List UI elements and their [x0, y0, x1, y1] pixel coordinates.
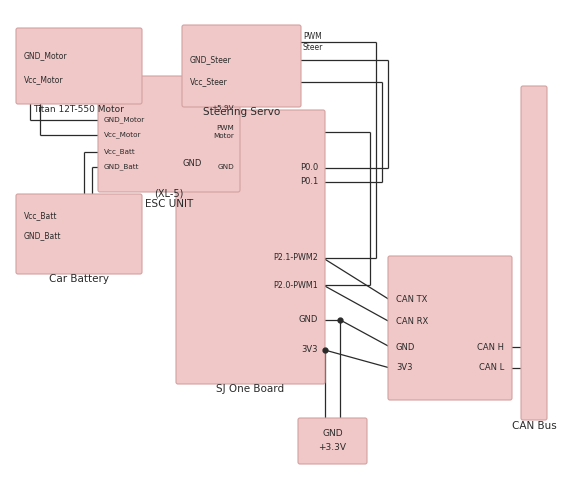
Text: GND_Batt: GND_Batt — [104, 164, 139, 170]
Text: P0.1: P0.1 — [300, 178, 318, 187]
Text: CAN TX: CAN TX — [396, 296, 427, 304]
Text: Steering Servo: Steering Servo — [203, 107, 280, 117]
Text: 3V3: 3V3 — [302, 346, 318, 355]
Text: Car Battery: Car Battery — [49, 274, 109, 284]
Text: SJ One Board: SJ One Board — [216, 384, 284, 394]
Text: CAN L: CAN L — [479, 363, 504, 372]
Text: CAN H: CAN H — [477, 343, 504, 351]
Text: GND: GND — [217, 164, 234, 170]
Text: P0.0: P0.0 — [300, 164, 318, 172]
Text: CAN Bus: CAN Bus — [512, 421, 556, 431]
FancyBboxPatch shape — [16, 28, 142, 104]
Text: GND_Motor: GND_Motor — [104, 117, 145, 123]
Text: PWM
Motor: PWM Motor — [213, 125, 234, 139]
Text: Vcc_Batt: Vcc_Batt — [104, 149, 136, 156]
Text: GND: GND — [183, 159, 203, 168]
Text: Titan 12T-550 Motor: Titan 12T-550 Motor — [34, 105, 125, 113]
Text: GND: GND — [322, 430, 343, 439]
FancyBboxPatch shape — [176, 110, 325, 384]
Text: +5.9V: +5.9V — [211, 105, 234, 111]
Text: GND_Steer: GND_Steer — [190, 56, 232, 64]
Text: Vcc_Steer: Vcc_Steer — [190, 77, 228, 86]
Text: CAN RX: CAN RX — [396, 317, 428, 326]
FancyBboxPatch shape — [98, 76, 240, 192]
Text: Vcc_Motor: Vcc_Motor — [24, 75, 64, 84]
FancyBboxPatch shape — [16, 194, 142, 274]
Text: +3.3V: +3.3V — [319, 444, 347, 453]
Text: P2.0-PWM1: P2.0-PWM1 — [273, 280, 318, 289]
FancyBboxPatch shape — [182, 25, 301, 107]
Text: P2.1-PWM2: P2.1-PWM2 — [273, 253, 318, 263]
Text: ESC UNIT: ESC UNIT — [145, 199, 193, 209]
Text: (XL-5): (XL-5) — [154, 189, 184, 199]
Text: GND: GND — [396, 343, 415, 351]
FancyBboxPatch shape — [388, 256, 512, 400]
Text: PWM
Steer: PWM Steer — [303, 32, 323, 52]
FancyBboxPatch shape — [521, 86, 547, 420]
Text: GND_Motor: GND_Motor — [24, 51, 68, 60]
Text: GND: GND — [299, 315, 318, 324]
Text: 3V3: 3V3 — [396, 363, 413, 372]
FancyBboxPatch shape — [298, 418, 367, 464]
Text: Vcc_Batt: Vcc_Batt — [24, 212, 57, 220]
Text: GND_Batt: GND_Batt — [24, 231, 61, 240]
Text: Vcc_Motor: Vcc_Motor — [104, 132, 142, 138]
